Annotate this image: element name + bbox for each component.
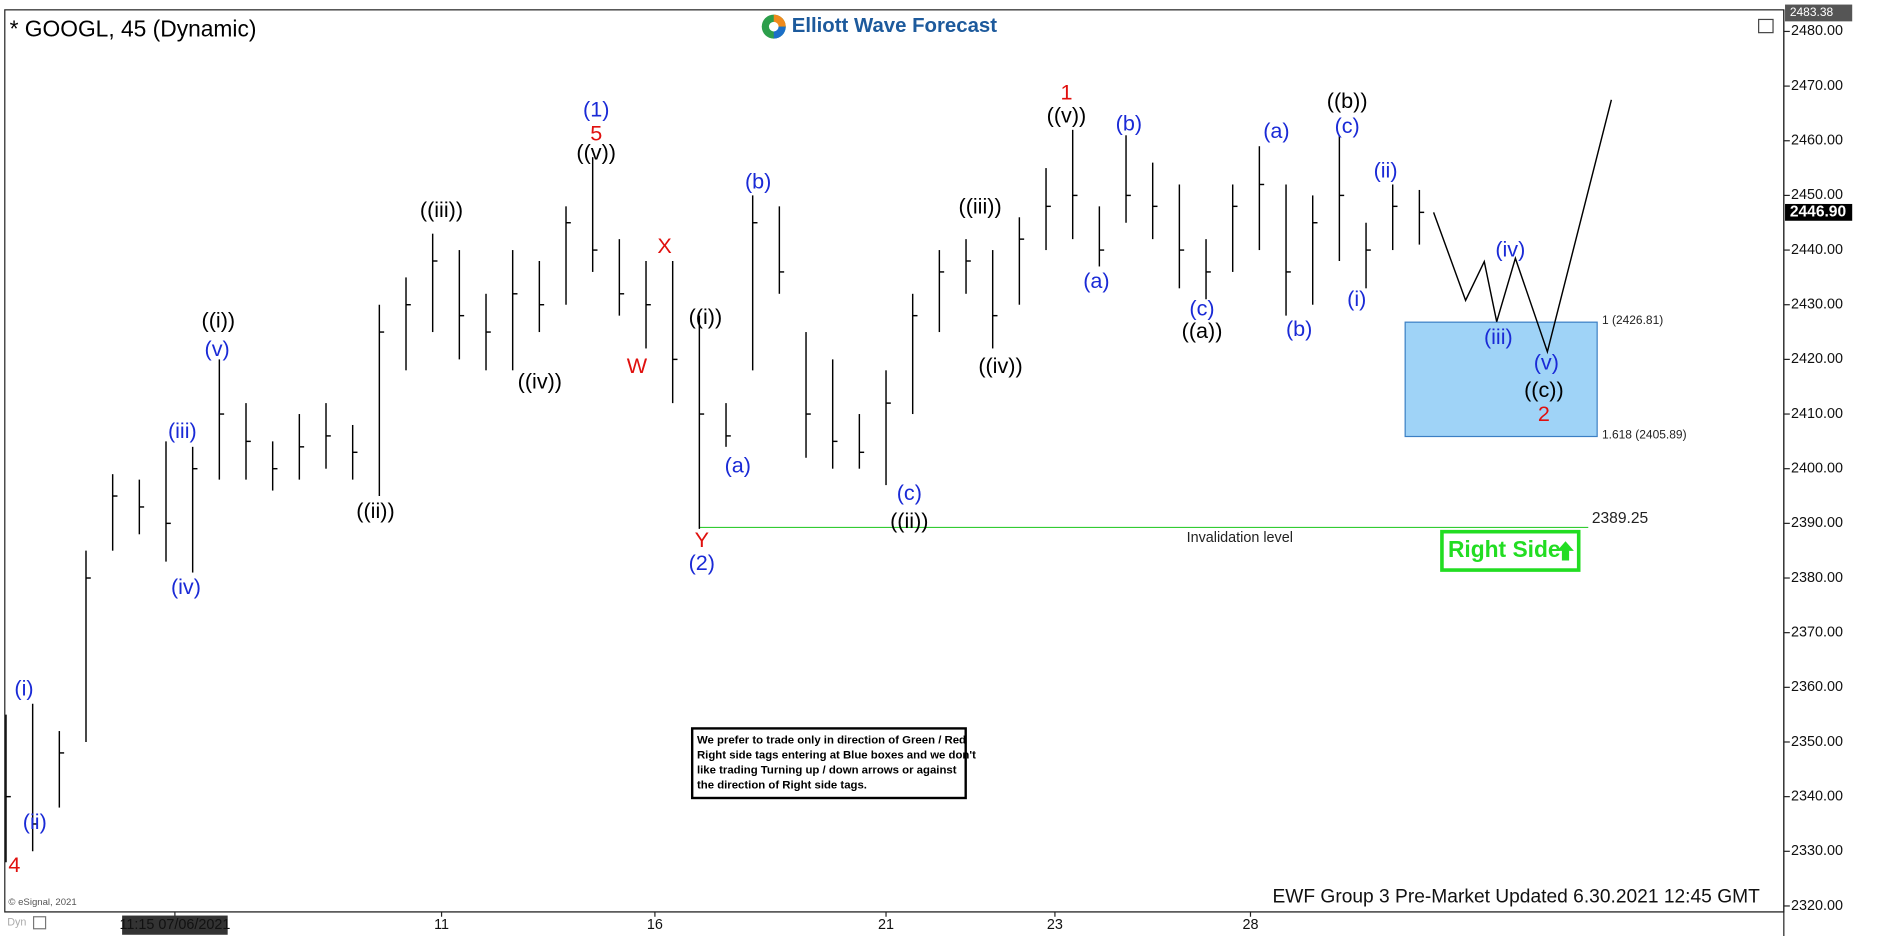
wave-label: (iii) [168, 418, 197, 443]
box-bottom-label: 1.618 (2405.89) [1602, 427, 1687, 441]
price-tag-label: 2483.38 [1790, 5, 1834, 19]
wave-label: 1 [1060, 80, 1072, 105]
y-tick-label: 2470.00 [1791, 78, 1843, 94]
wave-label: ((iv)) [518, 369, 562, 394]
right-side-label: Right Side [1448, 536, 1561, 562]
x-tick-label: 11:15 07/06/2021 [119, 917, 230, 933]
wave-label: W [627, 353, 648, 378]
copyright: © eSignal, 2021 [8, 897, 76, 908]
right-side-tag [1440, 529, 1581, 572]
chart-title: * GOOGL, 45 (Dynamic) [10, 15, 257, 41]
logo: Elliott Wave Forecast [761, 14, 998, 39]
y-tick-label: 2430.00 [1791, 297, 1843, 313]
y-tick-label: 2360.00 [1791, 679, 1843, 695]
wave-label: (i) [14, 676, 33, 701]
y-tick-label: 2460.00 [1791, 133, 1843, 149]
window-button[interactable] [1758, 18, 1774, 34]
note-line: the direction of Right side tags. [697, 779, 867, 791]
y-tick-label: 2410.00 [1791, 406, 1843, 422]
wave-label: ((ii)) [356, 498, 394, 523]
wave-label: (i) [1347, 286, 1366, 311]
invalidation-label: Invalidation level [1187, 530, 1293, 546]
y-tick-label: 2420.00 [1791, 351, 1843, 367]
logo-icon-center [768, 21, 779, 32]
invalidation-value: 2389.25 [1592, 510, 1649, 527]
wave-label: (iii) [1484, 324, 1513, 349]
wave-label: (v) [205, 336, 230, 361]
x-tick-label: 28 [1242, 917, 1258, 933]
corner-button[interactable] [32, 916, 47, 930]
wave-label: ((a)) [1182, 318, 1223, 343]
x-tick-label: 23 [1047, 917, 1063, 933]
y-tick-label: 2450.00 [1791, 187, 1843, 203]
wave-label: Y [695, 527, 709, 552]
box-top-label: 1 (2426.81) [1602, 313, 1663, 327]
wave-label: ((ii)) [890, 508, 928, 533]
note-line: Right side tags entering at Blue boxes a… [697, 749, 976, 761]
wave-label: ((iii)) [959, 193, 1002, 218]
y-tick-label: 2320.00 [1791, 898, 1843, 914]
wave-label: (c) [1189, 295, 1214, 320]
y-tick-label: 2350.00 [1791, 734, 1843, 750]
wave-label: 4 [8, 852, 20, 877]
price-tag [1785, 4, 1853, 22]
x-cursor-label-bg [122, 915, 228, 935]
note-line: like trading Turning up / down arrows or… [697, 764, 957, 776]
wave-label: (b) [745, 168, 771, 193]
wave-label: (1) [583, 96, 609, 121]
wave-label: (a) [1083, 268, 1109, 293]
note-frame [690, 727, 967, 800]
wave-label: (iv) [1495, 237, 1525, 262]
note-box: We prefer to trade only in direction of … [690, 727, 976, 800]
wave-label: (ii) [1374, 157, 1398, 182]
wave-label: ((v)) [1047, 102, 1087, 127]
note-line: We prefer to trade only in direction of … [697, 734, 966, 746]
wave-label: ((v)) [576, 140, 616, 165]
y-tick-label: 2480.00 [1791, 23, 1843, 39]
x-tick-label: 11 [434, 917, 449, 933]
y-tick-label: 2400.00 [1791, 460, 1843, 476]
y-tick-label: 2370.00 [1791, 624, 1843, 640]
wave-label: (2) [689, 550, 715, 575]
y-tick-label: 2390.00 [1791, 515, 1843, 531]
wave-label: (b) [1116, 111, 1142, 136]
corner-tag: Dyn [7, 917, 26, 929]
wave-label: 2 [1538, 401, 1550, 426]
wave-label: (iv) [171, 574, 201, 599]
footer: EWF Group 3 Pre-Market Updated 6.30.2021… [1272, 887, 1760, 908]
y-tick-label: 2440.00 [1791, 242, 1843, 258]
target-box [1404, 321, 1598, 438]
wave-label: ((c)) [1524, 377, 1564, 402]
wave-label: ((b)) [1327, 88, 1368, 113]
wave-label: (c) [897, 480, 922, 505]
price-tag [1785, 203, 1853, 221]
logo-text: Elliott Wave Forecast [792, 15, 998, 37]
wave-label: (a) [725, 453, 751, 478]
wave-label: 5 [590, 120, 602, 145]
projection-path [1432, 99, 1613, 355]
price-tag-label: 2446.90 [1790, 203, 1847, 220]
wave-label: X [657, 233, 671, 258]
wave-label: (c) [1335, 113, 1360, 138]
wave-label: (v) [1534, 349, 1559, 374]
wave-label: (ii) [23, 809, 47, 834]
wave-label: ((iii)) [420, 197, 463, 222]
y-tick-label: 2330.00 [1791, 843, 1843, 859]
x-tick-label: 16 [647, 917, 663, 933]
wave-label: (a) [1263, 118, 1289, 143]
y-tick-label: 2340.00 [1791, 788, 1843, 804]
wave-label: ((iv)) [978, 353, 1022, 378]
y-tick-label: 2380.00 [1791, 570, 1843, 586]
wave-label: (b) [1286, 316, 1312, 341]
wave-label: ((i)) [202, 307, 236, 332]
wave-label: ((i)) [689, 304, 723, 329]
x-tick-label: 21 [878, 917, 894, 933]
